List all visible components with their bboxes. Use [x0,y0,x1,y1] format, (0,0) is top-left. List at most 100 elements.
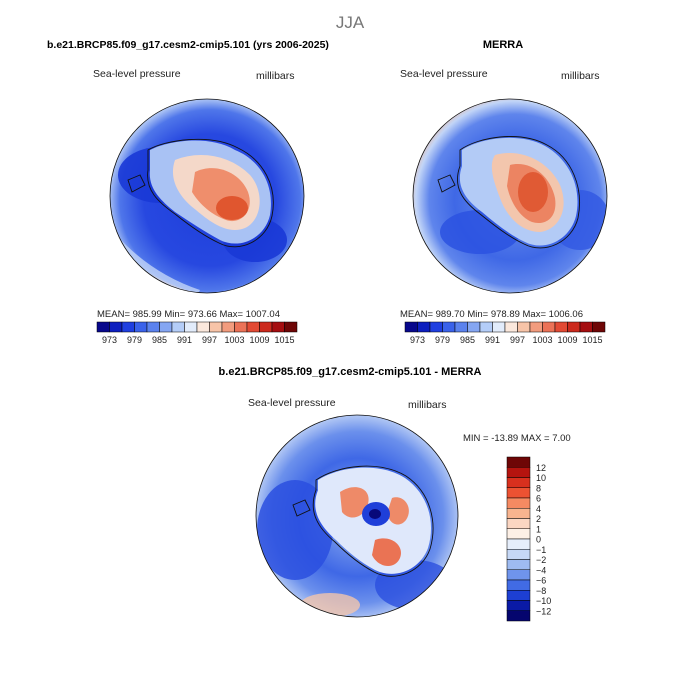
map-field [256,415,458,617]
colorbar-swatch [506,518,531,529]
colorbar-swatch [506,610,531,622]
panel-merra: MERRA Sea-level pressure millibars MEAN=… [400,39,608,345]
colorbar-swatch [567,321,581,333]
colorbar-swatch [504,321,518,333]
panel-model: b.e21.BRCP85.f09_g17.cesm2-cmip5.101 (yr… [47,39,329,345]
colorbar-tick-label: 2 [536,514,541,524]
colorbar-tick-label: 973 [410,335,425,345]
colorbar-tick-label: 991 [485,335,500,345]
colorbar-swatch [417,321,431,333]
colorbar-swatch [506,497,531,509]
negative-anomaly [257,480,333,580]
colorbar-tick-label: 1 [536,524,541,534]
colorbar-swatch [542,321,556,333]
colorbar-swatch [506,487,531,499]
colorbar-swatch [284,321,298,333]
map-border [255,414,459,618]
colorbar-swatch [159,321,173,333]
colorbar-swatch [554,321,568,333]
panel-title: MERRA [483,39,523,51]
colorbar-tick-label: −1 [536,545,546,555]
colorbar-swatch [492,321,506,333]
colorbar-swatch [134,321,148,333]
positive-anomaly [372,538,401,566]
colorbar-swatch [517,321,531,333]
colorbar-swatch [506,549,531,560]
colorbar-swatch [506,467,531,478]
colorbar-tick-label: 1015 [582,335,602,345]
colorbar-tick-label: −2 [536,555,546,565]
colorbar-tick-label: −10 [536,596,551,606]
map-field [413,99,607,293]
colorbar-swatch [246,321,260,333]
colorbar-swatch [506,456,531,468]
colorbar-tick-label: 8 [536,483,541,493]
colorbar-tick-label: 997 [510,335,525,345]
colorbar-swatch [506,538,531,550]
colorbar-swatch [121,321,135,333]
colorbar-swatch [221,321,235,333]
colorbar-tick-label: 10 [536,473,546,483]
coastline [127,138,274,248]
colorbar-swatch [442,321,456,333]
negative-anomaly-min [369,509,381,519]
colorbar-tick-label: −12 [536,606,551,616]
colorbar-tick-label: 991 [177,335,192,345]
units-label: millibars [408,399,447,411]
positive-anomaly [387,497,409,525]
colorbar-swatch [592,321,606,333]
units-label: millibars [561,70,600,82]
colorbar-swatch [184,321,198,333]
panel-title: b.e21.BRCP85.f09_g17.cesm2-cmip5.101 (yr… [47,39,329,51]
colorbar-swatch [429,321,443,333]
colorbar-swatch [506,569,531,581]
colorbar-tick-label: 1003 [532,335,552,345]
colorbar-tick-label: 973 [102,335,117,345]
colorbar-tick-label: 997 [202,335,217,345]
colorbar: 973 979 985 991 997 1003 1009 1015 [96,321,298,345]
stats-text: MEAN= 989.70 Min= 978.89 Max= 1006.06 [400,309,583,320]
colorbar-tick-label: 0 [536,535,541,545]
colorbar-swatch [96,321,110,333]
colorbar-tick-label: 4 [536,504,541,514]
colorbar-swatch [209,321,223,333]
colorbar-tick-label: 979 [127,335,142,345]
colorbar-swatch [259,321,273,333]
stats-text: MIN = -13.89 MAX = 7.00 [463,433,571,444]
colorbar-tick-label: 1009 [557,335,577,345]
page-title: JJA [336,13,365,32]
colorbar-tick-label: 985 [460,335,475,345]
colorbar-tick-label: −6 [536,576,546,586]
colorbar-tick-label: 979 [435,335,450,345]
colorbar-tick-label: 1015 [274,335,294,345]
coastline [292,465,434,577]
colorbar-swatch [146,321,160,333]
colorbar-swatch [506,579,531,591]
colorbar-tick-label: 985 [152,335,167,345]
colorbar-swatch [529,321,543,333]
coastline [437,136,580,249]
colorbar-swatch [579,321,593,333]
stats-text: MEAN= 985.99 Min= 973.66 Max= 1007.04 [97,309,280,320]
colorbar-swatch [479,321,493,333]
variable-label: Sea-level pressure [248,397,336,409]
colorbar-swatch [506,590,531,601]
colorbar-swatch [234,321,248,333]
continent-max [216,196,248,220]
panel-title: b.e21.BRCP85.f09_g17.cesm2-cmip5.101 - M… [219,366,482,378]
map-border [109,98,305,294]
map-field [110,99,304,293]
colorbar-swatch [271,321,285,333]
colorbar-swatch [467,321,481,333]
map-border [412,98,608,294]
colorbar-swatch [454,321,468,333]
colorbar-tick-label: 12 [536,463,546,473]
colorbar-swatch [109,321,123,333]
variable-label: Sea-level pressure [400,68,488,80]
colorbar-swatch [196,321,210,333]
colorbar: 973 979 985 991 997 1003 1009 1015 [404,321,606,345]
colorbar-tick-label: −8 [536,586,546,596]
colorbar-swatch [506,508,531,519]
